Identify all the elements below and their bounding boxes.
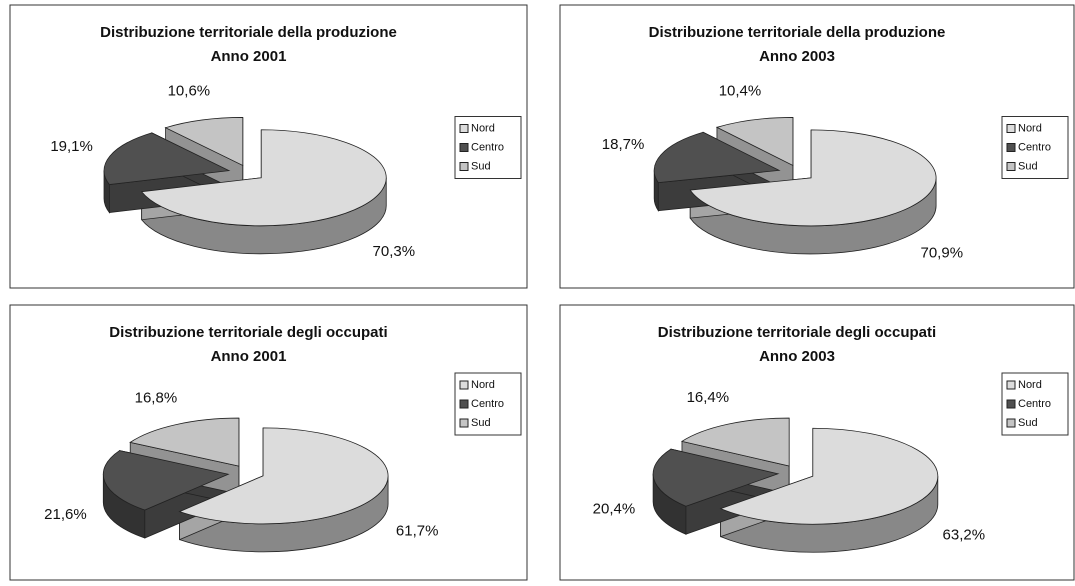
legend-label: Centro bbox=[471, 141, 504, 153]
legend-label: Centro bbox=[1018, 398, 1051, 410]
data-label: 20,4% bbox=[593, 501, 636, 518]
pie-slice bbox=[680, 417, 790, 467]
legend-swatch bbox=[459, 380, 469, 390]
legend-label: Sud bbox=[471, 160, 491, 172]
chart-subtitle: Anno 2001 bbox=[211, 48, 287, 65]
pie-chart: Distribuzione territoriale della produzi… bbox=[9, 4, 528, 289]
pie-chart: Distribuzione territoriale degli occupat… bbox=[9, 304, 528, 581]
legend-label: Nord bbox=[471, 379, 495, 391]
pie-slice bbox=[689, 129, 937, 227]
data-label: 10,6% bbox=[168, 83, 211, 100]
pie-chart: Distribuzione territoriale degli occupat… bbox=[559, 304, 1075, 581]
data-label: 18,7% bbox=[602, 136, 645, 153]
pie-slice bbox=[652, 448, 780, 507]
pie-slice bbox=[129, 417, 240, 467]
legend-swatch bbox=[459, 143, 469, 152]
legend-swatch bbox=[1006, 399, 1016, 409]
chart-title: Distribuzione territoriale degli occupat… bbox=[109, 324, 387, 341]
data-label: 61,7% bbox=[396, 523, 439, 540]
chart-title: Distribuzione territoriale della produzi… bbox=[100, 24, 397, 41]
legend-swatch bbox=[1006, 143, 1016, 152]
chart-title: Distribuzione territoriale della produzi… bbox=[649, 24, 946, 41]
legend-swatch bbox=[1006, 162, 1016, 171]
legend-swatch bbox=[459, 399, 469, 409]
data-label: 10,4% bbox=[719, 83, 762, 100]
chart-title: Distribuzione territoriale degli occupat… bbox=[658, 324, 936, 341]
legend-label: Sud bbox=[1018, 417, 1038, 429]
legend-swatch bbox=[1006, 380, 1016, 390]
data-label: 21,6% bbox=[44, 506, 87, 523]
data-label: 16,4% bbox=[687, 389, 730, 406]
data-label: 16,8% bbox=[135, 390, 178, 407]
pie-slice bbox=[653, 131, 781, 184]
legend-label: Centro bbox=[1018, 141, 1051, 153]
legend-label: Sud bbox=[471, 417, 491, 429]
chart-subtitle: Anno 2003 bbox=[759, 48, 835, 65]
data-label: 70,3% bbox=[373, 243, 416, 260]
data-label: 70,9% bbox=[921, 244, 964, 261]
chart-subtitle: Anno 2003 bbox=[759, 348, 835, 365]
pie-chart: Distribuzione territoriale della produzi… bbox=[559, 4, 1075, 289]
legend-swatch bbox=[459, 162, 469, 171]
legend-swatch bbox=[1006, 124, 1016, 133]
pie-slice bbox=[178, 427, 389, 525]
legend-swatch bbox=[459, 124, 469, 133]
pie-slice bbox=[715, 117, 794, 167]
data-label: 63,2% bbox=[943, 527, 986, 544]
legend-label: Centro bbox=[471, 398, 504, 410]
legend-label: Nord bbox=[1018, 122, 1042, 134]
data-label: 19,1% bbox=[50, 138, 93, 155]
chart-subtitle: Anno 2001 bbox=[211, 348, 287, 365]
legend-swatch bbox=[1006, 418, 1016, 428]
legend-label: Sud bbox=[1018, 160, 1038, 172]
legend-swatch bbox=[459, 418, 469, 428]
legend-label: Nord bbox=[1018, 379, 1042, 391]
pie-slice bbox=[102, 450, 230, 511]
pie-slice bbox=[140, 129, 387, 227]
legend-label: Nord bbox=[471, 122, 495, 134]
pie-slice bbox=[719, 427, 939, 525]
pie-slice bbox=[103, 132, 231, 185]
pie-slice bbox=[164, 117, 244, 167]
